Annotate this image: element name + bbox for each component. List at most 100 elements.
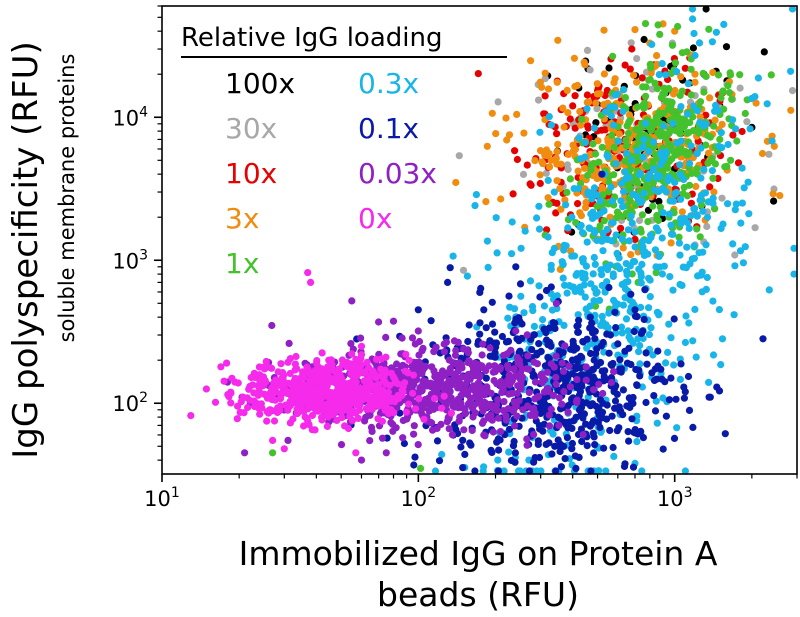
- data-point: [652, 269, 660, 277]
- data-point: [540, 110, 548, 118]
- data-point: [633, 55, 641, 63]
- data-point: [626, 197, 634, 205]
- data-point: [684, 372, 693, 381]
- data-point: [738, 127, 746, 136]
- data-point: [495, 414, 503, 422]
- data-point: [687, 142, 695, 150]
- data-point: [551, 324, 559, 333]
- data-point: [523, 441, 531, 449]
- data-point: [574, 200, 582, 208]
- data-point: [270, 417, 279, 425]
- data-point: [787, 67, 795, 75]
- data-point: [606, 213, 614, 221]
- data-point: [338, 356, 346, 364]
- data-point: [508, 250, 516, 258]
- data-point: [765, 150, 773, 158]
- data-point: [564, 109, 572, 117]
- data-point: [352, 408, 360, 416]
- y-axis-subtitle: soluble membrane proteins: [55, 54, 79, 343]
- data-point: [426, 418, 434, 426]
- data-point: [653, 215, 661, 223]
- data-point: [647, 324, 655, 332]
- data-point: [553, 130, 561, 138]
- data-point: [621, 168, 629, 176]
- data-point: [525, 365, 533, 373]
- data-point: [604, 137, 612, 145]
- data-point: [591, 302, 600, 310]
- data-point: [557, 463, 566, 471]
- data-point: [562, 201, 570, 209]
- data-point: [385, 410, 393, 418]
- data-point: [642, 162, 650, 170]
- data-point: [300, 381, 308, 389]
- data-point: [541, 151, 549, 159]
- data-point: [403, 415, 411, 423]
- data-point: [677, 195, 685, 203]
- data-point: [711, 160, 720, 168]
- data-point: [589, 208, 597, 216]
- data-point: [688, 169, 696, 177]
- data-point: [458, 404, 466, 412]
- data-point: [287, 401, 295, 409]
- data-point: [712, 28, 721, 36]
- data-point: [411, 405, 420, 413]
- data-point: [607, 112, 616, 120]
- data-point: [217, 363, 225, 371]
- data-point: [670, 434, 679, 442]
- data-point: [325, 379, 333, 387]
- data-point: [590, 449, 598, 457]
- data-point: [284, 436, 292, 444]
- data-point: [651, 120, 659, 128]
- data-point: [559, 104, 567, 112]
- data-point: [593, 105, 601, 113]
- data-point: [418, 347, 426, 355]
- data-point: [680, 394, 689, 402]
- data-point: [331, 408, 339, 416]
- data-point: [636, 372, 644, 380]
- data-point: [514, 382, 522, 390]
- data-point: [619, 411, 627, 419]
- data-point: [561, 455, 569, 463]
- data-point: [790, 270, 798, 278]
- data-point: [370, 399, 378, 407]
- data-point: [552, 209, 560, 217]
- data-point: [344, 424, 353, 433]
- data-point: [510, 365, 518, 373]
- data-point: [401, 379, 409, 387]
- data-point: [769, 190, 777, 198]
- data-point: [530, 371, 538, 379]
- data-point: [711, 205, 719, 213]
- data-point: [244, 403, 252, 412]
- data-point: [465, 321, 473, 329]
- data-point: [505, 131, 514, 139]
- data-point: [736, 247, 745, 255]
- data-point: [765, 286, 773, 294]
- data-point: [479, 467, 487, 475]
- data-point: [628, 415, 636, 423]
- data-point: [718, 194, 726, 202]
- data-point: [341, 395, 350, 403]
- data-point: [678, 49, 687, 57]
- data-point: [656, 30, 664, 38]
- data-point: [557, 205, 565, 213]
- data-point: [572, 271, 580, 279]
- data-point: [674, 22, 682, 31]
- data-point: [573, 355, 581, 363]
- data-point: [731, 206, 739, 214]
- data-point: [662, 188, 670, 196]
- data-point: [659, 209, 667, 217]
- data-point: [535, 392, 543, 400]
- data-point: [599, 399, 607, 407]
- data-point: [746, 125, 754, 133]
- data-point: [295, 396, 303, 404]
- data-point: [623, 359, 632, 367]
- data-point: [730, 311, 738, 319]
- data-point: [573, 344, 581, 352]
- data-point: [619, 301, 628, 309]
- data-point: [574, 167, 582, 175]
- data-point: [662, 359, 670, 367]
- data-point: [227, 399, 235, 407]
- data-point: [645, 331, 654, 339]
- data-point: [513, 110, 521, 118]
- data-point: [788, 87, 797, 95]
